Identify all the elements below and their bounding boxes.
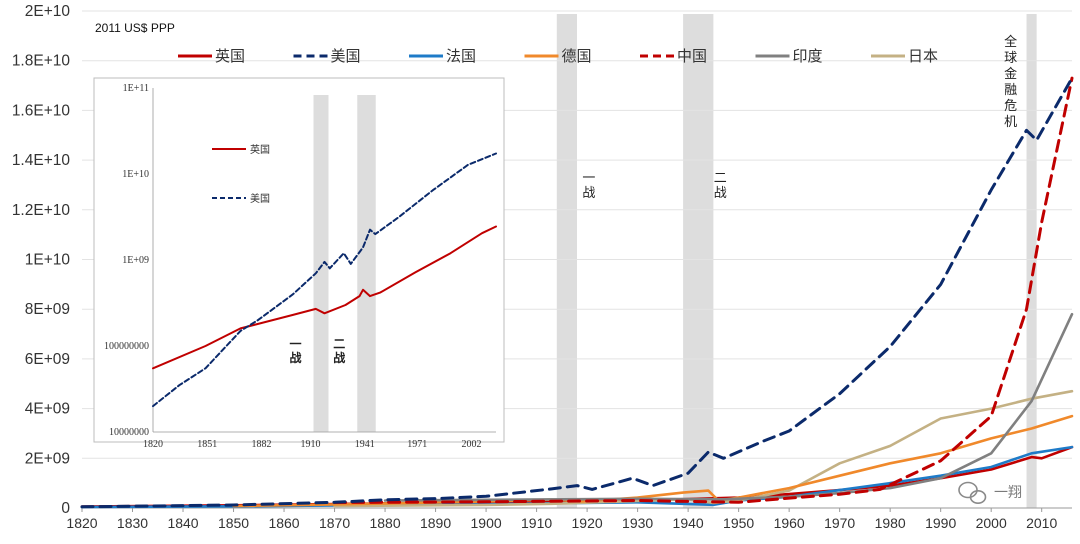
shaded-period-2: [1026, 14, 1037, 508]
shaded-period-label: 全球金融危机: [1004, 34, 1017, 130]
y-axis-ticks: 0 2E+09 4E+09 6E+09 8E+09 1E+10 1.2E+10 1.4E+10…: [12, 3, 71, 517]
x-tick-label: 1900: [471, 515, 502, 531]
x-tick-label: 1890: [420, 515, 451, 531]
inset-y-tick-label: 1E+11: [123, 83, 149, 94]
inset-chart: 10000000 100000000 1E+09 1E+10 1E+11 1820 185…: [93, 77, 505, 450]
x-tick-label: 1940: [673, 515, 704, 531]
y-tick-label: 1.4E+10: [12, 152, 71, 169]
inset-x-tick-label: 2002: [462, 439, 482, 450]
legend-item-日本: 日本: [871, 47, 938, 65]
inset-x-tick-label: 1941: [355, 439, 375, 450]
y-tick-label: 1.6E+10: [12, 102, 71, 119]
x-tick-label: 1840: [167, 515, 198, 531]
x-tick-label: 1920: [572, 515, 603, 531]
series-lines: [80, 76, 1074, 509]
x-tick-label: 1820: [66, 515, 97, 531]
x-tick-label: 1860: [268, 515, 299, 531]
shaded-period-label: 一战: [582, 171, 595, 201]
shaded-period-1: [683, 14, 714, 508]
legend-label: 中国: [677, 47, 707, 65]
x-tick-label: 1960: [774, 515, 805, 531]
inset-series-lines: [152, 152, 497, 408]
y-tick-label: 0: [61, 500, 70, 517]
inset-series-line-英国: [152, 225, 497, 370]
inset-shaded-period-label: 一战: [289, 337, 301, 365]
inset-x-tick-label: 1882: [252, 439, 272, 450]
shaded-period-label: 二战: [714, 171, 727, 201]
series-line-中国: [333, 76, 1074, 504]
inset-y-axis-ticks: 10000000 100000000 1E+09 1E+10 1E+11: [104, 83, 149, 438]
x-tick-label: 1990: [925, 515, 956, 531]
shaded-period-labels: 一战 二战 全球金融危机: [582, 34, 1017, 201]
inset-x-tick-label: 1971: [407, 439, 427, 450]
inset-y-tick-label: 10000000: [109, 427, 149, 438]
x-tick-label: 1880: [369, 515, 400, 531]
inset-x-tick-label: 1851: [197, 439, 217, 450]
x-tick-label: 1830: [117, 515, 148, 531]
x-tick-label: 1980: [875, 515, 906, 531]
y-tick-label: 4E+09: [25, 401, 70, 418]
inset-x-axis-ticks: 1820 1851 1882 1910 1941 1971 2002: [143, 439, 482, 450]
inset-legend-label: 英国: [250, 143, 270, 156]
x-tick-label: 1910: [521, 515, 552, 531]
inset-series-line-美国: [152, 152, 497, 408]
legend-item-英国: 英国: [178, 47, 245, 65]
legend-label: 印度: [793, 47, 823, 65]
watermark-text: 一翔: [994, 485, 1022, 501]
series-line-日本: [333, 389, 1074, 508]
y-tick-label: 2E+09: [25, 450, 70, 467]
legend-label: 日本: [908, 47, 938, 65]
shaded-periods: [556, 14, 1037, 508]
series-line-美国: [80, 76, 1074, 509]
inset-shaded-periods: [313, 95, 376, 432]
inset-legend-label: 美国: [250, 192, 270, 205]
legend-label: 英国: [215, 47, 245, 65]
y-tick-label: 6E+09: [25, 351, 70, 368]
watermark: 一翔: [958, 481, 1022, 504]
unit-label: 2011 US$ PPP: [95, 21, 175, 35]
y-tick-label: 1.2E+10: [12, 202, 71, 219]
x-tick-label: 1930: [622, 515, 653, 531]
x-axis-ticks: 1820 1830 1840 1850 1860 1870 1880 1890 1900 1910…: [66, 508, 1057, 531]
x-tick-label: 1950: [723, 515, 754, 531]
legend-item-德国: 德国: [524, 47, 592, 65]
x-tick-label: 1870: [319, 515, 350, 531]
legend-item-法国: 法国: [409, 47, 476, 65]
inset-shaded-period-0: [313, 95, 329, 432]
x-tick-label: 1970: [824, 515, 855, 531]
legend-item-美国: 美国: [293, 47, 361, 65]
legend-label: 德国: [562, 47, 592, 65]
inset-shaded-period-1: [357, 95, 376, 432]
y-tick-label: 1E+10: [25, 252, 71, 269]
y-tick-label: 2E+10: [25, 3, 71, 20]
inset-x-tick-label: 1910: [301, 439, 321, 450]
legend-item-印度: 印度: [755, 47, 823, 65]
y-tick-label: 8E+09: [25, 301, 70, 318]
x-tick-label: 2010: [1026, 515, 1057, 531]
legend-item-中国: 中国: [640, 47, 707, 65]
legend: 英国 美国 法国 德国 中国 印度 日本: [178, 47, 938, 65]
legend-label: 法国: [446, 47, 476, 65]
x-tick-label: 1850: [218, 515, 249, 531]
inset-x-tick-label: 1820: [143, 439, 163, 450]
inset-y-tick-label: 1E+09: [122, 255, 149, 266]
legend-label: 美国: [331, 47, 361, 65]
y-tick-label: 1.8E+10: [12, 53, 71, 70]
shaded-period-0: [556, 14, 577, 508]
x-tick-label: 2000: [976, 515, 1007, 531]
inset-legend-item-英国: 英国: [212, 143, 270, 156]
inset-y-tick-label: 1E+10: [122, 169, 149, 180]
inset-y-tick-label: 100000000: [104, 341, 149, 352]
inset-shaded-period-label: 二战: [333, 337, 345, 365]
inset-shaded-period-labels: 一战 二战: [289, 337, 345, 365]
inset-legend-item-美国: 美国: [212, 192, 270, 205]
wechat-icon: [958, 481, 987, 504]
